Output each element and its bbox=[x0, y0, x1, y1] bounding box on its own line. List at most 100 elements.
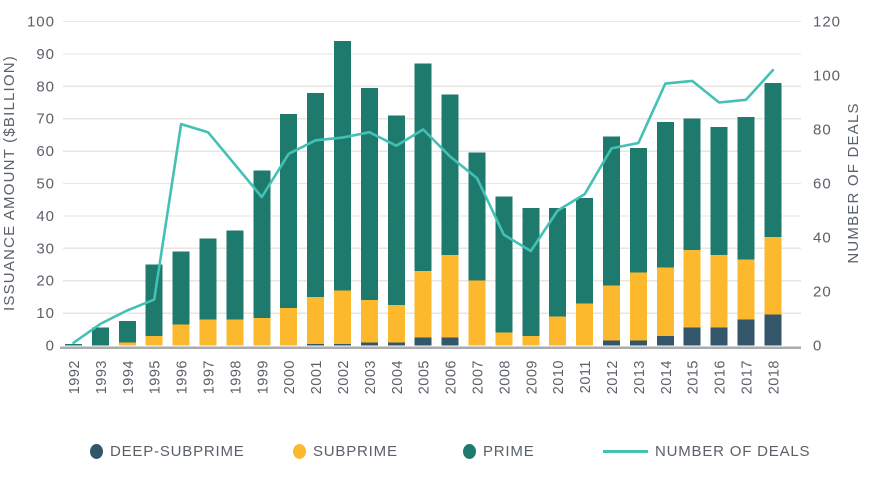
x-label-2001: 2001 bbox=[309, 360, 325, 394]
right-tick-80: 80 bbox=[813, 122, 832, 139]
x-label-1998: 1998 bbox=[228, 360, 244, 394]
left-tick-40: 40 bbox=[36, 208, 55, 225]
right-tick-40: 40 bbox=[813, 230, 832, 247]
bar-segment-2013-subprime bbox=[629, 272, 647, 341]
legend-item-prime: PRIME bbox=[463, 436, 535, 466]
left-tick-60: 60 bbox=[36, 143, 55, 160]
legend: DEEP-SUBPRIME SUBPRIME PRIME NUMBER OF D… bbox=[0, 436, 870, 466]
left-axis-title: ISSUANCE AMOUNT ($BILLION) bbox=[1, 55, 18, 311]
legend-item-number-of-deals: NUMBER OF DEALS bbox=[603, 436, 810, 466]
deals-line bbox=[72, 68, 775, 345]
legend-item-subprime: SUBPRIME bbox=[293, 436, 398, 466]
bar-segment-2003-subprime bbox=[360, 300, 378, 343]
bar-segment-2006-deep-subprime bbox=[441, 337, 459, 346]
bar-segment-2005-subprime bbox=[414, 270, 432, 338]
left-tick-50: 50 bbox=[36, 176, 55, 193]
chart-canvas: ISSUANCE AMOUNT ($BILLION) NUMBER OF DEA… bbox=[1, 14, 862, 395]
bar-segment-2014-prime bbox=[656, 121, 674, 268]
bar-segment-2003-prime bbox=[360, 87, 378, 301]
x-label-2013: 2013 bbox=[632, 360, 648, 394]
bar-segment-2017-subprime bbox=[737, 259, 755, 320]
right-tick-120: 120 bbox=[813, 14, 841, 31]
x-label-2010: 2010 bbox=[551, 360, 567, 394]
bar-segment-2002-prime bbox=[334, 40, 351, 291]
left-tick-30: 30 bbox=[36, 240, 55, 257]
x-label-2000: 2000 bbox=[282, 360, 298, 394]
bar-segment-2014-deep-subprime bbox=[656, 335, 674, 346]
x-label-2002: 2002 bbox=[336, 360, 352, 394]
legend-label-subprime: SUBPRIME bbox=[313, 442, 398, 460]
bar-segment-2017-deep-subprime bbox=[737, 319, 755, 346]
bar-segment-1994-prime bbox=[118, 321, 136, 343]
bar-segment-2016-subprime bbox=[710, 254, 728, 328]
left-tick-100: 100 bbox=[27, 14, 55, 31]
bar-segment-2002-subprime bbox=[334, 290, 351, 344]
bar-segment-2016-prime bbox=[710, 126, 728, 255]
legend-item-deep-subprime: DEEP-SUBPRIME bbox=[90, 436, 245, 466]
number-of-deals-polyline bbox=[72, 68, 775, 345]
bar-segment-2000-prime bbox=[280, 113, 298, 309]
x-label-1993: 1993 bbox=[94, 360, 110, 394]
x-label-2005: 2005 bbox=[417, 360, 433, 394]
bar-segment-2011-subprime bbox=[576, 303, 594, 346]
right-tick-0: 0 bbox=[813, 338, 822, 355]
left-tick-20: 20 bbox=[36, 273, 55, 290]
x-label-2011: 2011 bbox=[578, 360, 594, 393]
bar-segment-1996-subprime bbox=[172, 324, 190, 346]
bar-segment-2008-subprime bbox=[495, 332, 513, 346]
bar-segment-2004-deep-subprime bbox=[387, 342, 405, 346]
x-label-1997: 1997 bbox=[202, 360, 218, 394]
x-label-1996: 1996 bbox=[175, 360, 191, 394]
bar-segment-2014-subprime bbox=[656, 267, 674, 336]
bar-segment-2006-subprime bbox=[441, 254, 459, 338]
bar-segment-2004-prime bbox=[387, 115, 405, 306]
bar-segment-2018-deep-subprime bbox=[764, 314, 782, 346]
bar-segment-2005-deep-subprime bbox=[414, 337, 432, 346]
axis-ticks: 0 10 20 30 40 50 60 70 80 90 100 0 20 40 60 80 100 120 199… bbox=[27, 14, 841, 395]
left-tick-0: 0 bbox=[46, 338, 55, 355]
bar-segment-2015-deep-subprime bbox=[683, 327, 701, 346]
x-label-2014: 2014 bbox=[659, 360, 675, 394]
x-label-2009: 2009 bbox=[524, 360, 540, 394]
bar-segment-2007-subprime bbox=[468, 280, 486, 346]
x-label-2008: 2008 bbox=[497, 360, 513, 394]
right-tick-60: 60 bbox=[813, 176, 832, 193]
right-tick-20: 20 bbox=[813, 284, 832, 301]
x-label-2006: 2006 bbox=[444, 360, 460, 394]
bar-segment-2001-deep-subprime bbox=[307, 343, 325, 346]
bar-segment-2009-subprime bbox=[522, 335, 540, 346]
bar-segment-2012-prime bbox=[603, 136, 620, 286]
bar-segment-2000-subprime bbox=[280, 308, 298, 346]
x-label-2003: 2003 bbox=[363, 360, 379, 394]
bar-segment-2001-subprime bbox=[307, 296, 325, 344]
bar-segment-2013-deep-subprime bbox=[629, 340, 647, 346]
bar-segment-1998-subprime bbox=[226, 319, 244, 346]
x-label-1992: 1992 bbox=[67, 360, 83, 394]
right-axis-title: NUMBER OF DEALS bbox=[845, 102, 862, 263]
x-label-1999: 1999 bbox=[255, 360, 271, 394]
bar-segment-2012-deep-subprime bbox=[603, 340, 620, 346]
bar-segment-2017-prime bbox=[737, 117, 755, 260]
bar-segment-2003-deep-subprime bbox=[360, 342, 378, 346]
bar-segment-2005-prime bbox=[414, 63, 432, 271]
x-label-1995: 1995 bbox=[148, 360, 164, 394]
bar-segment-1997-prime bbox=[199, 238, 217, 320]
bar-segment-1995-subprime bbox=[145, 335, 163, 346]
bar-segment-1992-prime bbox=[65, 343, 82, 346]
x-label-2016: 2016 bbox=[713, 360, 729, 394]
bar-segment-2013-prime bbox=[629, 147, 647, 273]
subprime-dot-icon bbox=[293, 443, 306, 459]
bar-segment-2004-subprime bbox=[387, 305, 405, 343]
bar-segment-2018-prime bbox=[764, 83, 782, 237]
bar-segment-2008-prime bbox=[495, 196, 513, 333]
deals-line-icon bbox=[603, 449, 648, 453]
bar-segment-2015-prime bbox=[683, 118, 701, 250]
bar-segment-1993-prime bbox=[91, 327, 109, 346]
bar-segment-1997-subprime bbox=[199, 319, 217, 346]
left-tick-80: 80 bbox=[36, 78, 55, 95]
prime-dot-icon bbox=[463, 443, 476, 459]
legend-label-number-of-deals: NUMBER OF DEALS bbox=[655, 442, 811, 460]
bar-segment-2010-subprime bbox=[549, 316, 567, 346]
left-tick-90: 90 bbox=[36, 46, 55, 63]
